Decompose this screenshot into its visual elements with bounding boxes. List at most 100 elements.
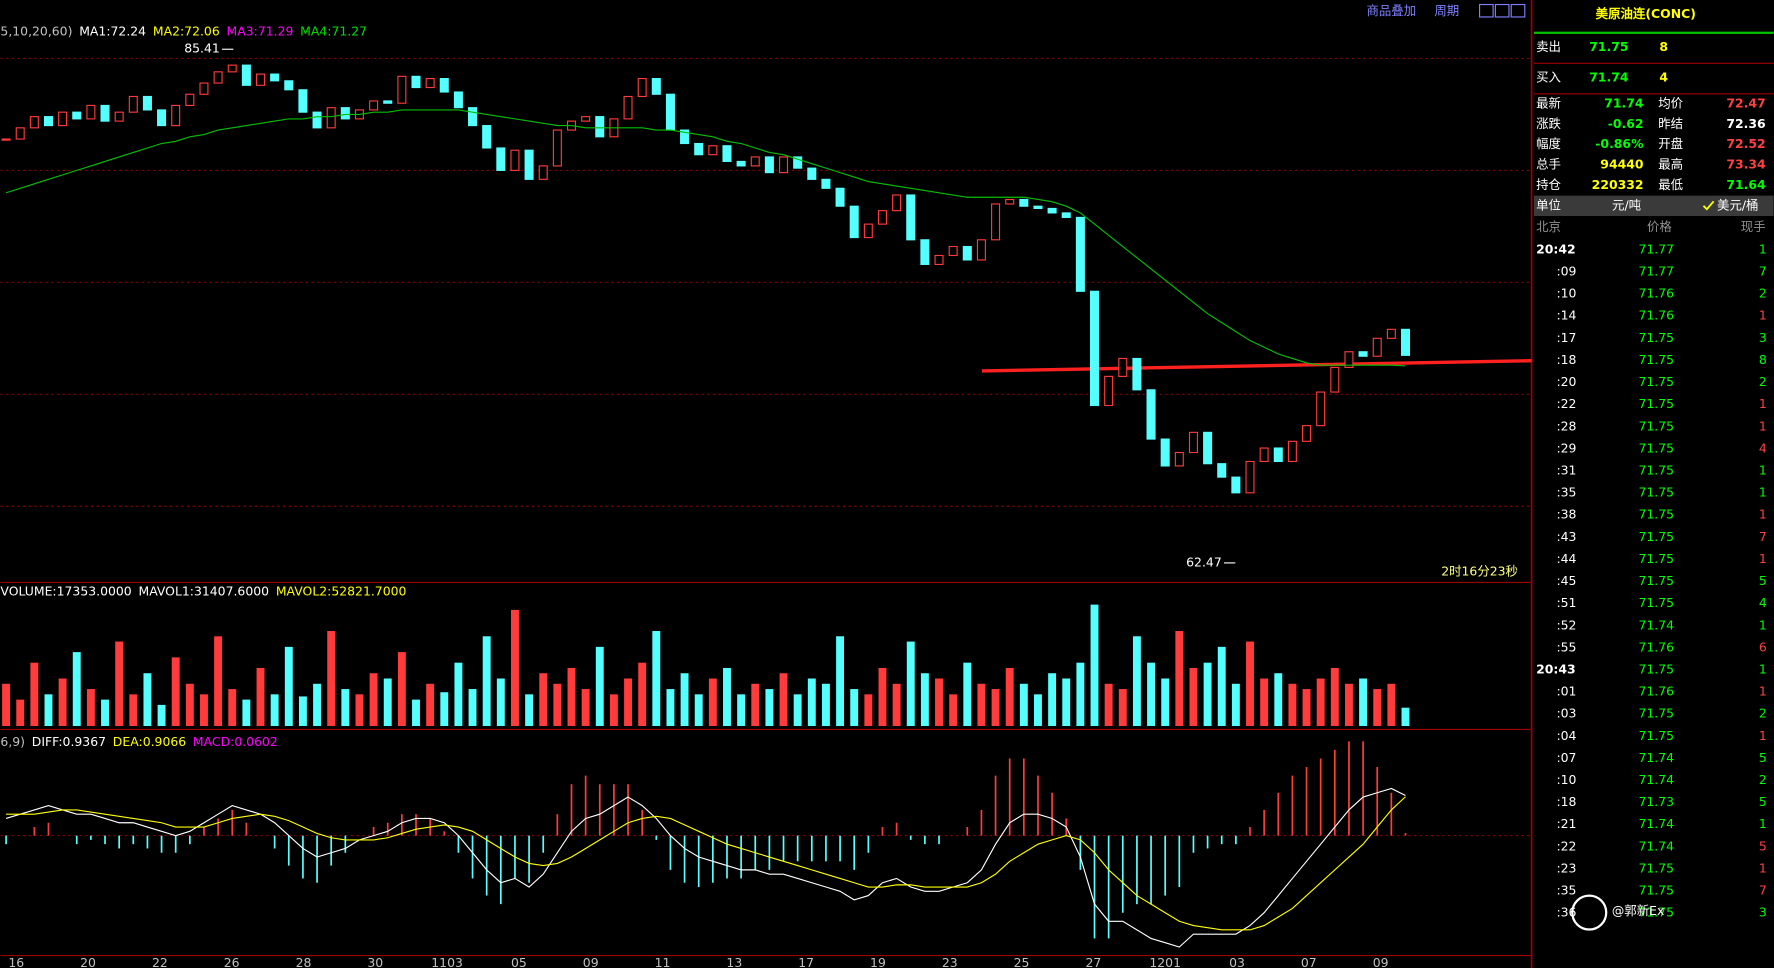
candle [397,75,407,104]
candle [750,156,760,167]
candle [821,178,831,189]
tick-time: :29 [1556,440,1576,455]
tick-price: 71.75 [1639,661,1675,676]
volume-bar [1189,667,1198,726]
x-tick-label: 1103 [431,955,463,968]
tick-time: :22 [1556,838,1576,853]
volume-bar [1062,678,1071,726]
tick-price: 71.75 [1639,418,1675,433]
tick-price: 71.76 [1639,639,1675,654]
volume-bar [496,678,505,726]
tick-time: 20:42 [1536,241,1576,256]
stat-label: 涨跌 [1536,116,1561,131]
volume-bar [539,673,548,726]
volume-bar [313,683,322,726]
candle [1019,198,1029,207]
volume-bar [270,694,279,726]
tick-qty: 1 [1759,551,1767,566]
candle [877,210,887,225]
volume-bar [751,683,760,726]
x-tick-label: 13 [726,955,742,968]
x-tick-label: 27 [1085,955,1101,968]
tick-qty: 2 [1759,772,1767,787]
candle [1245,460,1255,494]
toolbar-button[interactable] [1494,3,1510,18]
candle [1005,198,1015,205]
candle [736,160,746,167]
stat-label: 幅度 [1536,136,1561,151]
volume-bar [1175,631,1184,726]
candle [991,203,1001,241]
tick-price: 71.75 [1639,595,1675,610]
candle [1033,205,1043,210]
volume-bar [624,678,632,726]
candle [835,187,845,207]
tick-qty: 5 [1759,573,1767,588]
candle [849,205,859,239]
volume-bar [864,694,873,726]
tick-header: 北京 [1536,219,1561,234]
candle [1089,290,1100,407]
x-tick-label: 19 [870,955,886,968]
volume-bar [1019,683,1028,726]
tick-header: 现手 [1741,219,1766,234]
tick-price: 71.75 [1639,706,1675,721]
menu-item: 商品叠加 [1366,3,1416,18]
watermark-icon [1571,894,1608,931]
tick-price: 71.75 [1639,551,1675,566]
volume-bar [1288,683,1297,726]
stat-label: 最高 [1658,157,1683,172]
tick-time: :03 [1556,706,1576,721]
volume-bar [157,704,166,726]
candle [1118,357,1128,377]
candle [298,89,308,113]
tick-price: 71.77 [1639,264,1675,279]
tick-price: 71.74 [1639,838,1675,853]
candle [1358,351,1368,357]
volume-bar [115,641,124,726]
volume-bar [1005,667,1014,726]
candle [439,78,449,93]
stat-label: 开盘 [1658,136,1683,151]
candle [524,149,534,180]
toolbar-button[interactable] [1478,3,1494,18]
volume-bar [72,652,81,726]
volume-bar [850,689,859,726]
candle [284,80,294,91]
tick-time: :04 [1556,728,1576,743]
volume-bar [341,689,350,726]
volume-bar [680,673,689,726]
volume-bar [920,673,929,726]
volume-bar [228,689,237,726]
candle [1302,425,1312,442]
tick-price: 71.74 [1639,750,1675,765]
volume-bar [1118,689,1127,726]
candle [100,104,110,122]
stat-value: 71.64 [1726,177,1766,192]
volume-bar [284,646,293,726]
candle [863,223,873,239]
candle [722,145,732,162]
tick-time: :43 [1556,529,1576,544]
volume-bar [723,667,731,726]
candle [1273,447,1283,463]
volume-bar [1316,678,1325,726]
volume-bar [935,678,943,726]
header-item: DEA:0.9066 [113,733,186,748]
unit-bar [1533,195,1774,216]
candle [807,167,817,180]
check-icon [1702,200,1715,211]
candle [128,95,138,113]
x-tick-label: 16 [8,955,24,968]
candle [1061,212,1071,218]
toolbar-button[interactable] [1510,3,1526,18]
candle [906,194,916,241]
candle [793,156,803,169]
candle [651,78,661,95]
volume-bar [821,683,830,726]
candle [552,129,562,167]
tick-price: 71.76 [1639,308,1675,323]
x-tick-label: 22 [152,955,168,968]
tick-price: 71.75 [1639,905,1675,920]
x-tick-label: 09 [583,955,599,968]
